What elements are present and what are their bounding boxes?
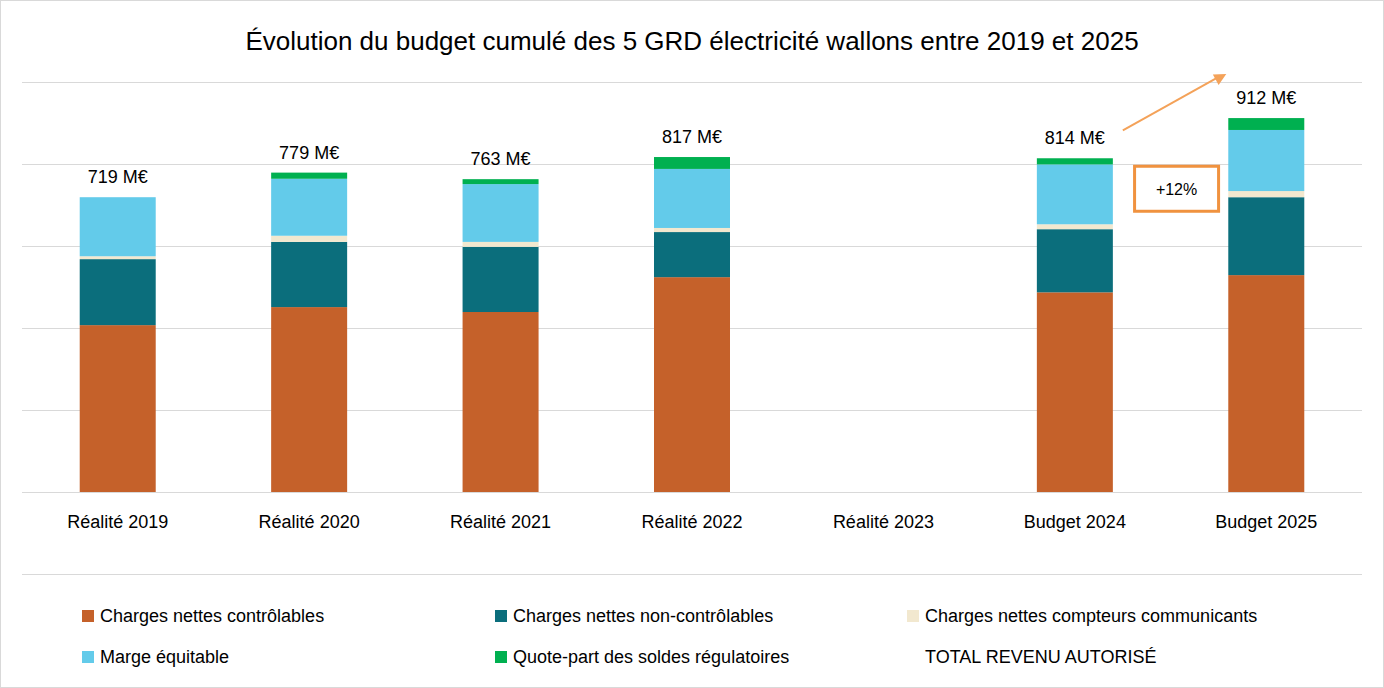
frame [1,1,1384,688]
bar-segment [1228,118,1304,130]
bar-segment [271,173,347,179]
total-label: 817 M€ [662,127,722,147]
total-label: 779 M€ [279,143,339,163]
annotation-box [1135,166,1219,211]
legend-label: Charges nettes compteurs communicants [925,606,1257,626]
grid-line [22,492,1362,493]
bar-segment [1228,130,1304,191]
bar-segment [1037,164,1113,224]
bar-segment [271,179,347,236]
bars [80,118,1305,492]
legend-swatch [907,610,919,622]
grid-line [22,82,1362,83]
bar-segment [271,242,347,307]
bar-segment [654,157,730,169]
title: Évolution du budget cumulé des 5 GRD éle… [245,26,1138,56]
bar-segment [80,259,156,325]
annotation-arrowhead [1213,74,1226,85]
legend-swatch [82,651,94,663]
bar-segment [463,312,539,492]
legend-swatch [82,610,94,622]
bar-segment [80,197,156,198]
bar-segment [1228,191,1304,197]
annotation-arrow [1123,77,1218,130]
bar-segment [271,236,347,242]
legend-label: TOTAL REVENU AUTORISÉ [925,647,1156,667]
legend-label: Marge équitable [100,647,229,667]
bar-segment [654,277,730,492]
bar-segment [1037,158,1113,164]
annotation: +12% [1156,181,1197,198]
bar-segment [654,232,730,277]
total-label: 763 M€ [471,149,531,169]
x-tick-label: Réalité 2020 [259,512,360,532]
bar-segment [463,184,539,242]
x-tick-label: Réalité 2021 [450,512,551,532]
bar-segment [1037,224,1113,229]
x-tick-label: Réalité 2022 [641,512,742,532]
bar-segment [654,228,730,232]
x-tick-label: Réalité 2019 [67,512,168,532]
bar-segment [463,247,539,312]
bar-segment [654,169,730,228]
legend-swatch [495,610,507,622]
legend-swatch [495,651,507,663]
chart: Évolution du budget cumulé des 5 GRD éle… [0,0,1384,688]
x-tick-label: Budget 2025 [1215,512,1317,532]
legend-separator [22,574,1362,575]
bar-segment [1228,197,1304,275]
bar-segment [463,242,539,247]
total-label: 719 M€ [88,167,148,187]
bar-segment [463,179,539,184]
bar-segment [1037,292,1113,492]
legend-label: Charges nettes contrôlables [100,606,324,626]
x-tick-label: Réalité 2023 [833,512,934,532]
bar-segment [271,307,347,492]
total-label: 814 M€ [1045,128,1105,148]
total-label: 912 M€ [1236,88,1296,108]
bar-segment [80,325,156,492]
bar-segment [1037,229,1113,292]
bar-segment [80,256,156,259]
legend-label: Charges nettes non-contrôlables [513,606,773,626]
legend-label: Quote-part des soldes régulatoires [513,647,789,667]
bar-segment [80,197,156,256]
x-tick-label: Budget 2024 [1024,512,1126,532]
bar-segment [1228,275,1304,492]
